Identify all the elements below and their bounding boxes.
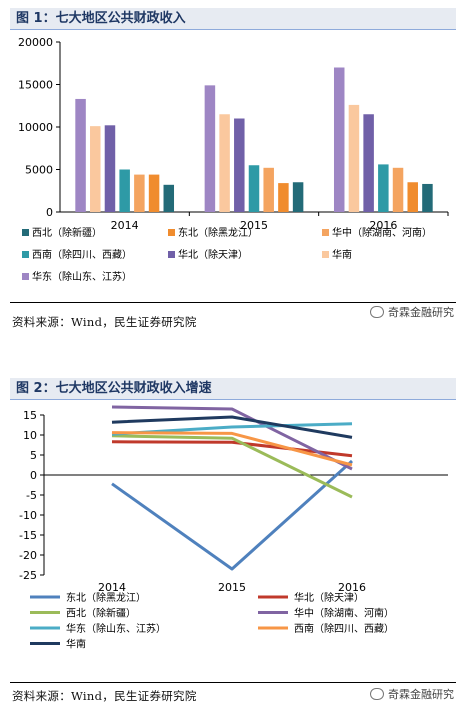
watermark-text: 奇霖金融研究 <box>388 306 454 319</box>
legend-label: 华北（除天津） <box>178 248 248 261</box>
legend-label: 华南 <box>66 638 86 651</box>
legend-swatch <box>168 229 175 236</box>
bar <box>219 114 230 212</box>
bar <box>263 167 274 212</box>
y-tick-label: 0 <box>30 469 37 482</box>
bar <box>292 182 304 212</box>
figure2-source: 资料来源：Wind，民生证券研究院 <box>12 689 197 703</box>
y-tick-label: 0 <box>46 206 53 219</box>
y-tick-label: -25 <box>19 569 37 582</box>
legend-swatch <box>22 273 29 280</box>
bar-chart: 0 5000 10000 15000 20000 2014 2015 2016 西北（除新疆）… <box>18 36 449 283</box>
legend-swatch <box>322 229 329 236</box>
y-tick-label: 5000 <box>25 164 53 177</box>
bar <box>378 164 389 212</box>
series-line <box>111 440 353 458</box>
bar <box>234 118 245 212</box>
y-tick-label: 10000 <box>18 121 53 134</box>
y-tick-label: 20000 <box>18 36 53 49</box>
bar <box>278 183 289 212</box>
bar <box>422 183 433 212</box>
legend-swatch <box>322 251 329 258</box>
bar <box>134 174 145 212</box>
legend-swatch <box>22 251 29 258</box>
bar <box>204 85 216 212</box>
series-line <box>111 415 353 439</box>
y-tick-label: -15 <box>19 529 37 542</box>
legend-label: 华中（除湖南、河南） <box>294 607 394 620</box>
figure2-title: 图 2：七大地区公共财政收入增速 <box>10 378 456 400</box>
legend-label: 华中（除湖南、河南） <box>332 226 432 239</box>
x-tick-label: 2015 <box>218 581 246 594</box>
y-tick-label: 15 <box>23 409 37 422</box>
x-tick-label: 2016 <box>369 219 397 232</box>
watermark-text: 奇霖金融研究 <box>388 688 454 701</box>
legend-label: 西南（除四川、西藏） <box>32 248 132 261</box>
figure1-divider <box>10 302 456 303</box>
y-tick-label: -20 <box>19 549 37 562</box>
y-tick-label: 5 <box>30 449 37 462</box>
bar <box>407 182 418 212</box>
bar <box>333 67 345 212</box>
legend-label: 华北（除天津） <box>294 591 364 604</box>
legend-label: 东北（除黑龙江） <box>66 591 146 604</box>
legend-swatch <box>168 251 175 258</box>
legend-label: 西南（除四川、西藏） <box>294 622 394 635</box>
wechat-icon <box>370 688 384 700</box>
x-tick-label: 2015 <box>240 219 268 232</box>
bar <box>90 126 101 212</box>
bar <box>392 167 404 212</box>
bar <box>75 98 86 212</box>
bar <box>248 165 260 212</box>
bar <box>104 125 116 212</box>
series-line <box>111 405 353 471</box>
legend-label: 华东（除山东、江苏） <box>32 270 132 283</box>
figure2-watermark: 奇霖金融研究 <box>370 686 454 702</box>
legend-label: 东北（除黑龙江） <box>178 226 258 239</box>
y-tick-label: 15000 <box>18 79 53 92</box>
x-tick-label: 2014 <box>111 219 139 232</box>
figure1-source: 资料来源：Wind，民生证券研究院 <box>12 315 197 329</box>
series-line <box>111 459 354 571</box>
legend-label: 华东（除山东、江苏） <box>66 622 166 635</box>
figure2-divider <box>10 682 456 683</box>
series-line <box>111 431 353 467</box>
figure1-watermark: 奇霖金融研究 <box>370 304 454 320</box>
legend-label: 西北（除新疆） <box>66 607 136 620</box>
legend-swatch <box>22 229 29 236</box>
x-tick-label: 2016 <box>338 581 366 594</box>
bar <box>163 184 175 212</box>
legend-label: 华南 <box>332 248 352 261</box>
bar <box>363 114 374 212</box>
legend-label: 西北（除新疆） <box>32 226 102 239</box>
series-line <box>111 434 353 499</box>
y-tick-label: -5 <box>26 489 37 502</box>
bar <box>119 169 130 212</box>
figure1-title: 图 1：七大地区公共财政收入 <box>10 8 456 30</box>
y-tick-label: 10 <box>23 429 37 442</box>
line-chart: -25 -20 -15 -10 -5 0 5 10 15 2014 2015 2016 东北（除黑龙江… <box>19 405 448 651</box>
bar <box>348 104 360 212</box>
wechat-icon <box>370 306 384 318</box>
bar <box>148 174 160 212</box>
y-tick-label: -10 <box>19 509 37 522</box>
x-tick-label: 2014 <box>98 581 126 594</box>
